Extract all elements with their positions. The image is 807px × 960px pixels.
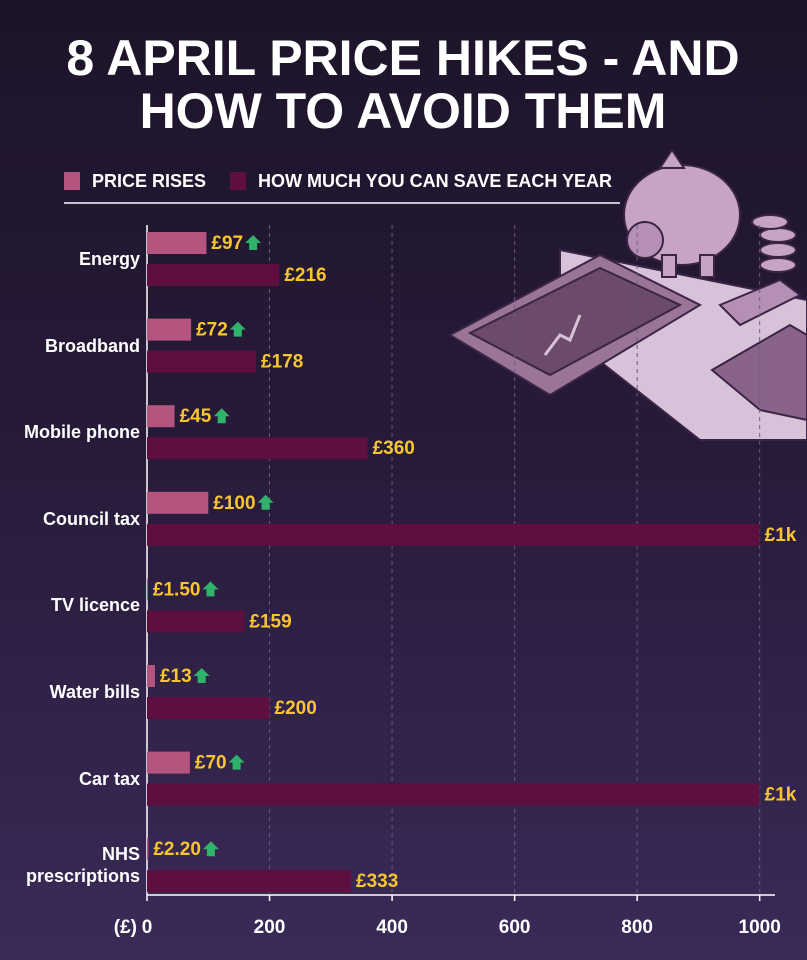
x-tick-label: 200 [254,917,286,938]
category-label: Broadband [44,335,140,356]
value-label: £45 [180,406,212,427]
legend-swatch [64,172,80,190]
bar [147,610,245,633]
value-label: £216 [284,265,326,286]
rise-arrow [193,668,210,683]
x-axis-label: (£) [114,917,137,938]
x-tick-label: 0 [142,917,153,938]
value-label: £70 [195,753,227,774]
value-label: £13 [160,666,192,687]
value-label: £72 [196,320,228,341]
bar [147,697,270,719]
chart-title: HOW TO AVOID THEM [140,83,667,139]
legend-swatch [230,172,246,190]
value-label: £2.20 [153,839,201,860]
category-label: Car tax [78,768,140,789]
value-label: £1k [765,525,797,546]
x-tick-label: 800 [621,917,653,938]
rise-arrow [213,408,230,424]
value-label: £100 [213,493,255,514]
rise-arrow [202,841,219,857]
rise-arrow [257,494,274,510]
category-label: NHS prescriptions [25,844,140,887]
x-tick-label: 1000 [739,917,781,938]
illustration [447,148,807,441]
value-label: £159 [249,611,291,632]
x-tick-label: 400 [376,917,408,938]
rise-arrow [228,754,245,770]
value-label: £360 [373,438,415,459]
bar [147,838,149,861]
category-label: Council tax [42,508,140,529]
bar [147,783,760,806]
value-label: £97 [211,233,243,254]
bar [147,350,257,373]
rise-arrow [229,321,246,337]
value-label: £1k [765,785,797,806]
bar [147,523,760,546]
bar [147,665,155,687]
bar [147,232,207,254]
bar [147,405,175,428]
rise-arrow [245,235,262,250]
category-label: Mobile phone [24,422,140,443]
rise-arrow [202,581,219,597]
x-tick-label: 600 [499,917,531,938]
bar [147,437,368,460]
bar [147,870,352,893]
chart-title: 8 APRIL PRICE HIKES - AND [66,30,739,86]
value-label: £178 [261,352,303,373]
category-label: Water bills [49,682,140,702]
value-label: £1.50 [153,579,201,600]
category-label: TV licence [50,595,140,616]
value-label: £333 [356,871,398,892]
value-label: £200 [275,698,317,719]
bar [147,264,280,286]
legend-label: HOW MUCH YOU CAN SAVE EACH YEAR [258,171,612,191]
bar [147,578,148,601]
bar [147,491,209,514]
bar [147,751,190,774]
bar [147,318,192,341]
category-label: Energy [78,249,140,269]
legend-label: PRICE RISES [92,171,206,191]
